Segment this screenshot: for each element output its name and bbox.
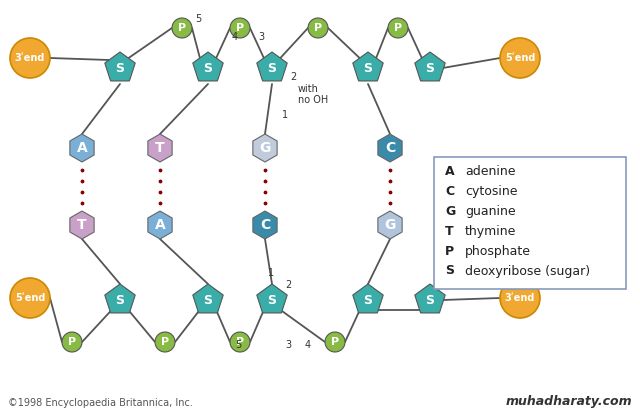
Circle shape — [62, 332, 82, 352]
Polygon shape — [148, 211, 172, 239]
Text: S: S — [268, 293, 276, 307]
Circle shape — [172, 18, 192, 38]
Polygon shape — [378, 211, 402, 239]
Circle shape — [500, 38, 540, 78]
Text: no OH: no OH — [298, 95, 328, 105]
Text: 3ʹend: 3ʹend — [15, 53, 45, 63]
Polygon shape — [105, 52, 135, 81]
Text: ©1998 Encyclopaedia Britannica, Inc.: ©1998 Encyclopaedia Britannica, Inc. — [8, 398, 193, 408]
Text: 3: 3 — [258, 32, 264, 42]
Text: S: S — [426, 62, 435, 75]
Text: guanine: guanine — [465, 204, 516, 217]
Text: S: S — [204, 293, 212, 307]
Text: S: S — [268, 62, 276, 75]
Text: P: P — [394, 23, 402, 33]
Text: deoxyribose (sugar): deoxyribose (sugar) — [465, 264, 590, 277]
Text: 1: 1 — [268, 268, 274, 278]
Text: 5ʹend: 5ʹend — [15, 293, 45, 303]
Text: muhadharaty.com: muhadharaty.com — [506, 395, 632, 408]
Text: cytosine: cytosine — [465, 184, 518, 197]
Text: 2: 2 — [290, 72, 296, 82]
Text: A: A — [155, 218, 165, 232]
Polygon shape — [70, 211, 94, 239]
Text: S: S — [364, 62, 372, 75]
Polygon shape — [70, 134, 94, 162]
Text: P: P — [236, 23, 244, 33]
Polygon shape — [193, 52, 223, 81]
Text: P: P — [236, 337, 244, 347]
Polygon shape — [353, 284, 383, 313]
Text: T: T — [445, 225, 454, 238]
Text: S: S — [364, 293, 372, 307]
Text: 3: 3 — [285, 340, 291, 350]
Polygon shape — [148, 134, 172, 162]
Text: S: S — [115, 293, 125, 307]
Circle shape — [500, 278, 540, 318]
Text: 4: 4 — [232, 32, 238, 42]
Text: 3ʹend: 3ʹend — [505, 293, 535, 303]
Circle shape — [155, 332, 175, 352]
Text: phosphate: phosphate — [465, 245, 531, 258]
Text: P: P — [331, 337, 339, 347]
Polygon shape — [257, 52, 287, 81]
Text: 5ʹend: 5ʹend — [505, 53, 535, 63]
Text: P: P — [314, 23, 322, 33]
Text: C: C — [260, 218, 270, 232]
Text: with: with — [298, 84, 319, 94]
Text: P: P — [68, 337, 76, 347]
Circle shape — [10, 38, 50, 78]
Polygon shape — [105, 284, 135, 313]
Polygon shape — [257, 284, 287, 313]
Text: P: P — [161, 337, 169, 347]
FancyBboxPatch shape — [434, 157, 626, 289]
Text: adenine: adenine — [465, 165, 515, 178]
Polygon shape — [415, 284, 445, 313]
Text: 5: 5 — [235, 340, 241, 350]
Polygon shape — [193, 284, 223, 313]
Polygon shape — [415, 52, 445, 81]
Text: A: A — [445, 165, 454, 178]
Text: G: G — [384, 218, 396, 232]
Text: 5: 5 — [195, 14, 201, 24]
Text: C: C — [385, 141, 395, 155]
Text: T: T — [155, 141, 165, 155]
Text: thymine: thymine — [465, 225, 516, 238]
Polygon shape — [378, 134, 402, 162]
Text: P: P — [178, 23, 186, 33]
Text: C: C — [445, 184, 454, 197]
Text: S: S — [115, 62, 125, 75]
Polygon shape — [253, 134, 277, 162]
Text: A: A — [77, 141, 88, 155]
Circle shape — [230, 18, 250, 38]
Circle shape — [325, 332, 345, 352]
Circle shape — [230, 332, 250, 352]
Polygon shape — [353, 52, 383, 81]
Polygon shape — [253, 211, 277, 239]
Text: P: P — [445, 245, 454, 258]
Circle shape — [388, 18, 408, 38]
Text: S: S — [426, 293, 435, 307]
Text: T: T — [77, 218, 87, 232]
Text: G: G — [445, 204, 455, 217]
Text: G: G — [259, 141, 271, 155]
Circle shape — [308, 18, 328, 38]
Text: 1: 1 — [282, 110, 288, 120]
Text: 2: 2 — [285, 280, 291, 290]
Text: S: S — [204, 62, 212, 75]
Text: S: S — [445, 264, 454, 277]
Text: 4: 4 — [305, 340, 311, 350]
Circle shape — [10, 278, 50, 318]
